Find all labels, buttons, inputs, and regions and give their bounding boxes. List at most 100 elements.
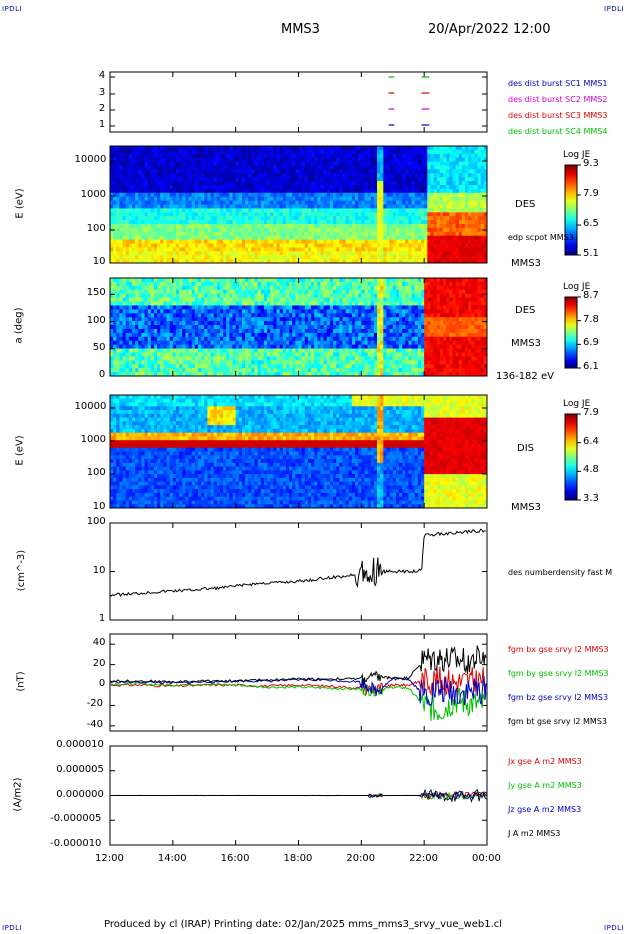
spectrogram-cell xyxy=(427,200,431,205)
spectrogram-cell xyxy=(241,153,246,159)
spectrogram-cell xyxy=(439,239,444,244)
spectrogram-cell xyxy=(125,146,130,151)
spectrogram-cell xyxy=(147,297,152,302)
spectrogram-cell xyxy=(238,208,243,213)
spectrogram-cell xyxy=(483,157,488,162)
spectrogram-cell xyxy=(179,340,183,346)
spectrogram-cell xyxy=(323,200,328,205)
spectrogram-cell xyxy=(285,196,290,201)
spectrogram-cell xyxy=(116,200,120,205)
spectrogram-cell xyxy=(430,255,434,260)
spectrogram-cell xyxy=(207,372,211,377)
spectrogram-cell xyxy=(395,149,400,155)
spectrogram-cell xyxy=(285,173,290,178)
spectrogram-cell xyxy=(160,289,164,295)
spectrogram-cell xyxy=(424,227,428,233)
spectrogram-cell xyxy=(172,259,177,264)
spectrogram-cell xyxy=(251,289,255,295)
spectrogram-cell xyxy=(128,212,133,217)
spectrogram-cell xyxy=(307,216,312,221)
spectrogram-cell xyxy=(295,165,299,170)
spectrogram-cell xyxy=(483,192,488,198)
spectrogram-cell xyxy=(153,177,158,182)
spectrogram-cell xyxy=(298,216,303,221)
spectrogram-cell xyxy=(163,325,167,330)
spectrogram-cell xyxy=(402,231,406,237)
spectrogram-cell xyxy=(241,161,246,166)
spectrogram-cell xyxy=(267,231,271,237)
spectrogram-cell xyxy=(417,161,422,166)
spectrogram-cell xyxy=(333,188,337,194)
spectrogram-cell xyxy=(235,165,240,170)
spectrogram-cell xyxy=(191,204,196,209)
spectrogram-cell xyxy=(188,247,193,252)
spectrogram-cell xyxy=(219,169,224,174)
spectrogram-cell xyxy=(241,149,246,155)
spectrogram-cell xyxy=(361,239,365,244)
spectrogram-cell xyxy=(458,208,463,213)
spectrogram-cell xyxy=(333,157,337,162)
spectrogram-cell xyxy=(405,188,409,194)
spectrogram-cell xyxy=(474,173,478,178)
spectrogram-cell xyxy=(219,259,224,264)
spectrogram-cell xyxy=(166,220,171,225)
spectrogram-cell xyxy=(113,204,117,209)
spectrogram-cell xyxy=(160,169,164,174)
spectrogram-cell xyxy=(373,165,378,170)
spectrogram-cell xyxy=(389,173,394,178)
spectrogram-cell xyxy=(468,165,472,170)
spectrogram-cell xyxy=(135,200,139,205)
spectrogram-cell xyxy=(254,325,259,330)
spectrogram-cell xyxy=(194,161,199,166)
spectrogram-cell xyxy=(201,332,205,338)
spectrogram-cell xyxy=(251,278,255,283)
spectrogram-cell xyxy=(245,352,249,357)
spectrogram-cell xyxy=(110,328,114,334)
spectrogram-cell xyxy=(144,247,149,252)
spectrogram-cell xyxy=(213,344,218,349)
spectrogram-cell xyxy=(125,372,130,377)
spectrogram-cell xyxy=(443,259,447,264)
spectrogram-cell xyxy=(191,360,196,365)
spectrogram-cell xyxy=(380,169,384,174)
spectrogram-cell xyxy=(135,239,139,244)
spectrogram-cell xyxy=(452,181,456,186)
spectrogram-cell xyxy=(364,220,369,225)
spectrogram-cell xyxy=(320,185,325,190)
spectrogram-cell xyxy=(157,352,161,357)
spectrogram-cell xyxy=(216,285,221,291)
spectrogram-cell xyxy=(405,235,409,240)
spectrogram-cell xyxy=(219,224,224,229)
spectrogram-cell xyxy=(201,360,205,365)
spectrogram-cell xyxy=(144,352,149,357)
spectrogram-cell xyxy=(207,185,211,190)
spectrogram-cell xyxy=(405,200,409,205)
spectrogram-cell xyxy=(361,224,365,229)
spectrogram-cell xyxy=(452,227,456,233)
spectrogram-cell xyxy=(175,161,180,166)
spectrogram-cell xyxy=(430,169,434,174)
spectrogram-cell xyxy=(389,255,394,260)
spectrogram-cell xyxy=(430,227,434,233)
spectrogram-cell xyxy=(480,173,485,178)
spectrogram-cell xyxy=(194,208,199,213)
spectrogram-cell xyxy=(160,235,164,240)
spectrogram-cell xyxy=(480,185,485,190)
spectrogram-cell xyxy=(399,153,403,159)
spectrogram-cell xyxy=(399,149,403,155)
spectrogram-cell xyxy=(314,185,318,190)
spectrogram-cell xyxy=(229,344,233,349)
spectrogram-cell xyxy=(122,220,127,225)
spectrogram-cell xyxy=(257,208,262,213)
spectrogram-cell xyxy=(417,212,422,217)
spectrogram-cell xyxy=(439,224,444,229)
spectrogram-cell xyxy=(411,185,416,190)
spectrogram-cell xyxy=(380,188,384,194)
spectrogram-cell xyxy=(276,285,281,291)
spectrogram-cell xyxy=(465,169,469,174)
spectrogram-cell xyxy=(248,177,252,182)
spectrogram-cell xyxy=(320,149,325,155)
spectrogram-cell xyxy=(402,251,406,256)
spectrogram-cell xyxy=(386,224,391,229)
spectrogram-cell xyxy=(210,328,215,334)
